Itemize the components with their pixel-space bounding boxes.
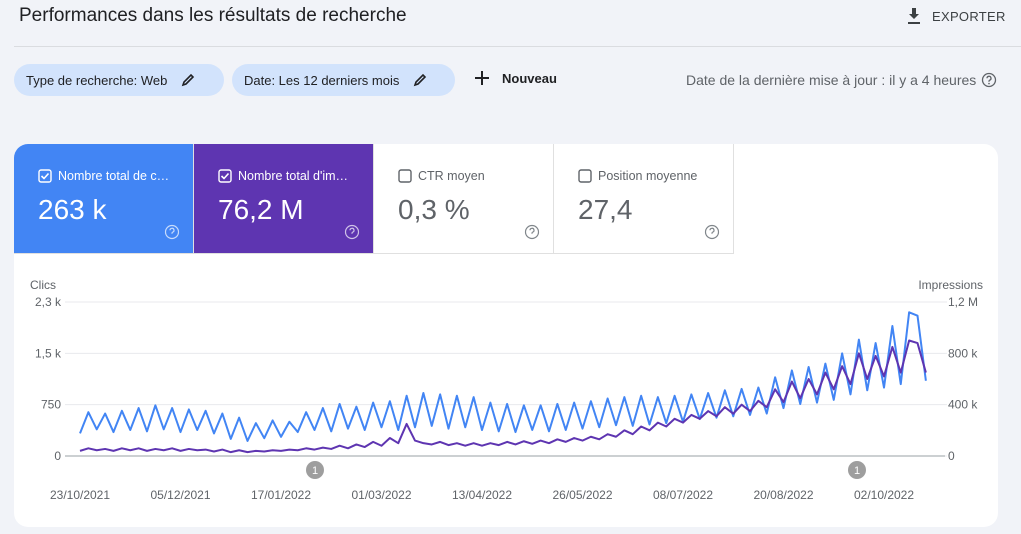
- x-tick-label: 23/10/2021: [50, 488, 110, 502]
- help-circle: [344, 224, 360, 240]
- help-icon[interactable]: [524, 224, 540, 240]
- checkmark: [220, 172, 230, 180]
- help-icon[interactable]: [981, 72, 997, 88]
- export-label: EXPORTER: [932, 8, 1006, 24]
- help-mark: [529, 227, 535, 234]
- metric-label: CTR moyen: [418, 169, 485, 183]
- y-tick-label: 1,5 k: [35, 346, 62, 360]
- x-tick-label: 01/03/2022: [351, 488, 411, 502]
- export-button[interactable]: EXPORTER: [906, 7, 1006, 25]
- chip-label: Date: Les 12 derniers mois: [244, 72, 400, 88]
- help-mark: [709, 227, 715, 234]
- checkbox[interactable]: [398, 169, 412, 183]
- x-tick-label: 08/07/2022: [653, 488, 713, 502]
- help-icon[interactable]: [704, 224, 720, 240]
- y2-axis-title: Impressions: [918, 278, 983, 292]
- metric-value: 263 k: [38, 194, 107, 225]
- y-tick-label: 2,3 k: [35, 295, 62, 309]
- x-tick-label: 20/08/2022: [753, 488, 813, 502]
- annotation-label: 1: [854, 465, 860, 477]
- metric-value: 76,2 M: [218, 194, 304, 225]
- y2-tick-label: 400 k: [948, 398, 978, 412]
- x-tick-label: 26/05/2022: [552, 488, 612, 502]
- performance-card: Nombre total de c… 263 k Nombre total d'im…: [14, 144, 998, 527]
- search-type-chip[interactable]: Type de recherche: Web: [14, 64, 224, 96]
- download-icon: [908, 8, 920, 24]
- series-line: [79, 339, 927, 454]
- metric-label: Nombre total de c…: [58, 169, 170, 183]
- page-title: Performances dans les résultats de reche…: [19, 5, 407, 26]
- edit-icon: [182, 73, 195, 87]
- checkbox-box: [578, 169, 592, 183]
- divider: [14, 46, 1021, 47]
- plus-icon: [475, 71, 489, 85]
- series-line: [79, 311, 927, 442]
- y-tick-label: 0: [54, 449, 61, 463]
- y2-tick-label: 800 k: [948, 346, 978, 360]
- metric-tile[interactable]: Position moyenne 27,4: [554, 144, 734, 254]
- checkbox[interactable]: [38, 169, 52, 183]
- checkbox[interactable]: [218, 169, 232, 183]
- metric-value: 27,4: [578, 194, 633, 225]
- annotation-label: 1: [312, 465, 318, 477]
- help-circle: [164, 224, 180, 240]
- y2-tick-label: 0: [948, 449, 955, 463]
- y-tick-label: 750: [41, 398, 61, 412]
- help-mark: [349, 227, 355, 234]
- metric-tile[interactable]: Nombre total de c… 263 k: [14, 144, 194, 254]
- checkbox-box: [38, 169, 52, 183]
- help-mark: [169, 227, 175, 234]
- help-circle: [524, 224, 540, 240]
- last-update: Date de la dernière mise à jour : il y a…: [686, 72, 997, 88]
- edit-icon: [414, 73, 427, 87]
- x-tick-label: 13/04/2022: [452, 488, 512, 502]
- chip-label: Type de recherche: Web: [26, 72, 168, 88]
- help-circle: [704, 224, 720, 240]
- new-filter-button[interactable]: Nouveau: [474, 70, 557, 86]
- new-label: Nouveau: [502, 70, 557, 86]
- x-tick-label: 05/12/2021: [150, 488, 210, 502]
- annotation-marker: [306, 461, 324, 479]
- metric-label: Position moyenne: [598, 169, 698, 183]
- last-update-text: Date de la dernière mise à jour : il y a…: [686, 72, 977, 88]
- date-chip[interactable]: Date: Les 12 derniers mois: [232, 64, 455, 96]
- x-tick-label: 02/10/2022: [854, 488, 914, 502]
- help-icon[interactable]: [344, 224, 360, 240]
- checkbox-box: [218, 169, 232, 183]
- checkmark: [40, 172, 50, 180]
- annotation-marker: [848, 461, 866, 479]
- checkbox[interactable]: [578, 169, 592, 183]
- metric-value: 0,3 %: [398, 194, 470, 225]
- help-icon[interactable]: [164, 224, 180, 240]
- checkbox-box: [398, 169, 412, 183]
- metric-tile[interactable]: CTR moyen 0,3 %: [374, 144, 554, 254]
- y2-tick-label: 1,2 M: [948, 295, 978, 309]
- metric-label: Nombre total d'im…: [238, 169, 349, 183]
- y-axis-title: Clics: [30, 278, 56, 292]
- metric-tile[interactable]: Nombre total d'im… 76,2 M: [194, 144, 374, 254]
- x-tick-label: 17/01/2022: [251, 488, 311, 502]
